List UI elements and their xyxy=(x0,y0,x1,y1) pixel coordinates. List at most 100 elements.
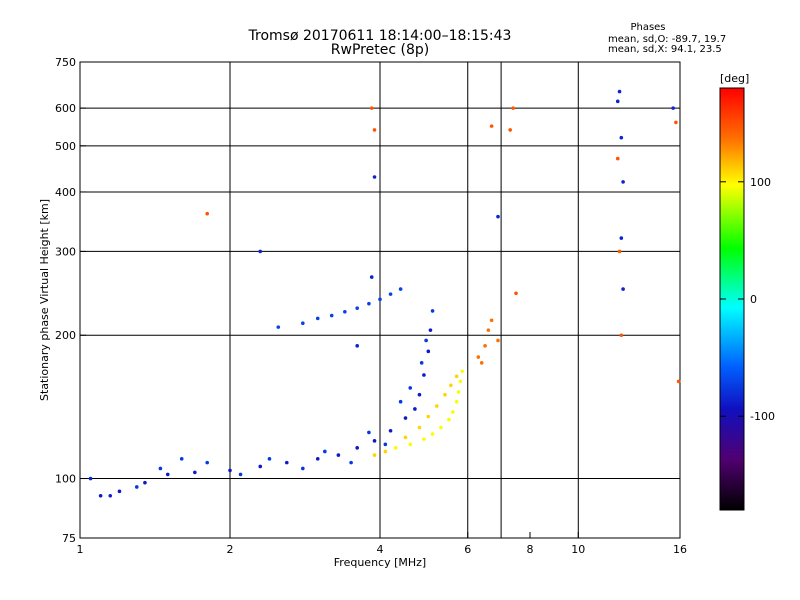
data-point-upper-trace xyxy=(479,361,484,365)
data-point-sparse-high xyxy=(621,180,625,184)
data-point-f-layer-echo xyxy=(378,297,382,302)
y-tick-label: 500 xyxy=(55,140,76,153)
data-point-main-o-trace xyxy=(228,468,232,473)
data-point-sparse-high xyxy=(496,214,500,219)
data-point-sparse-high xyxy=(617,89,622,94)
data-point-sparse-high xyxy=(258,249,263,254)
data-point-sparse-high xyxy=(355,344,359,348)
data-point-main-o-spread xyxy=(383,442,388,447)
y-tick-label: 400 xyxy=(55,186,76,199)
data-point-main-o-spread xyxy=(267,457,272,461)
data-point-main-o-spread xyxy=(323,449,327,454)
data-point-sparse-warm xyxy=(674,120,678,125)
data-point-x-spread xyxy=(443,392,447,397)
colorbar-tick-label: 100 xyxy=(750,176,771,189)
data-point-x-trace xyxy=(430,432,435,436)
x-tick-label: 8 xyxy=(527,543,534,556)
data-point-x-trace xyxy=(454,399,459,404)
data-point-main-o-trace xyxy=(165,472,170,477)
data-point-f-layer-echo xyxy=(301,321,305,325)
data-point-sparse-warm xyxy=(489,124,494,128)
data-point-main-o-trace xyxy=(355,446,359,450)
data-point-sparse-high xyxy=(615,99,620,104)
data-point-f-layer-echo xyxy=(343,310,347,314)
data-point-main-o-trace xyxy=(117,489,122,494)
data-point-main-o-trace xyxy=(372,439,377,443)
data-point-sparse-warm xyxy=(619,333,624,338)
data-point-x-spread xyxy=(449,383,453,388)
data-point-x-trace xyxy=(447,417,451,422)
colorbar: [deg] xyxy=(719,72,749,511)
data-point-f-layer-echo xyxy=(276,325,281,329)
data-point-sparse-warm xyxy=(508,128,512,132)
x-tick-label: 16 xyxy=(673,543,687,556)
data-point-x-trace xyxy=(451,410,455,414)
data-point-upper-trace xyxy=(476,355,481,359)
data-point-main-o-spread xyxy=(349,460,353,465)
data-point-main-o-trace xyxy=(143,480,147,485)
data-point-main-o-spread xyxy=(419,361,424,365)
data-point-x-trace xyxy=(458,379,463,384)
data-point-f-layer-echo xyxy=(388,292,393,296)
data-point-sparse-warm xyxy=(369,106,374,110)
y-tick-label: 200 xyxy=(55,329,76,342)
data-point-x-spread xyxy=(383,449,388,454)
data-point-upper-trace xyxy=(486,328,491,332)
data-point-x-spread xyxy=(426,414,431,419)
data-point-sparse-high xyxy=(88,476,93,481)
data-points xyxy=(88,89,681,498)
data-point-main-o-trace xyxy=(403,416,408,420)
data-point-main-o-spread xyxy=(424,338,428,343)
data-point-main-o-spread xyxy=(367,430,371,435)
data-point-main-o-trace xyxy=(193,470,197,475)
data-point-main-o-trace xyxy=(315,457,320,461)
data-point-f-layer-echo xyxy=(355,306,359,310)
data-point-main-o-trace xyxy=(428,328,433,332)
data-point-main-o-trace xyxy=(426,349,431,354)
data-point-main-o-trace xyxy=(422,373,426,377)
data-point-x-trace xyxy=(439,425,443,430)
data-point-sparse-high xyxy=(619,135,624,140)
data-point-x-trace xyxy=(422,437,426,441)
colorbar-ticks: 100 0 -100 xyxy=(720,176,775,423)
data-point-main-o-spread xyxy=(158,466,163,471)
data-point-x-trace xyxy=(393,446,398,450)
data-point-sparse-warm xyxy=(372,128,377,132)
data-point-sparse-warm xyxy=(514,291,518,296)
data-point-sparse-high xyxy=(108,493,113,498)
data-point-f-layer-echo xyxy=(315,316,320,321)
data-point-f-layer-echo xyxy=(398,287,403,291)
data-point-main-o-trace xyxy=(417,392,422,397)
colorbar-tick-label: 0 xyxy=(750,293,757,306)
data-point-sparse-high xyxy=(372,175,377,179)
data-point-x-trace xyxy=(456,390,461,394)
x-tick-label: 4 xyxy=(377,543,384,556)
data-point-x-trace xyxy=(408,442,413,447)
data-point-x-spread xyxy=(372,453,377,457)
data-point-sparse-warm xyxy=(617,249,622,254)
data-point-sparse-high xyxy=(619,236,624,240)
data-point-main-o-spread xyxy=(179,457,184,461)
colorbar-tick-label: -100 xyxy=(750,410,775,423)
grid-lines xyxy=(80,62,680,538)
data-point-main-o-spread xyxy=(205,460,209,465)
x-tick-label: 6 xyxy=(464,543,471,556)
chart-title: Tromsø 20170611 18:14:00–18:15:43 xyxy=(248,28,512,44)
data-point-f-layer-echo xyxy=(329,313,334,318)
data-point-main-o-trace xyxy=(258,464,263,469)
data-point-sparse-warm xyxy=(615,156,620,161)
data-point-main-o-spread xyxy=(398,399,403,404)
data-point-main-o-spread xyxy=(134,485,139,489)
data-point-x-trace xyxy=(460,369,465,374)
data-point-main-o-trace xyxy=(413,407,417,411)
y-tick-label: 100 xyxy=(55,473,76,486)
data-point-x-spread xyxy=(434,404,439,408)
x-tick-label: 10 xyxy=(571,543,585,556)
y-tick-label: 75 xyxy=(62,532,76,545)
phases-heading: Phases xyxy=(630,22,665,33)
data-point-main-o-spread xyxy=(301,466,305,471)
x-tick-label: 2 xyxy=(227,543,234,556)
data-point-sparse-warm xyxy=(676,379,681,384)
data-point-upper-trace xyxy=(496,338,500,343)
